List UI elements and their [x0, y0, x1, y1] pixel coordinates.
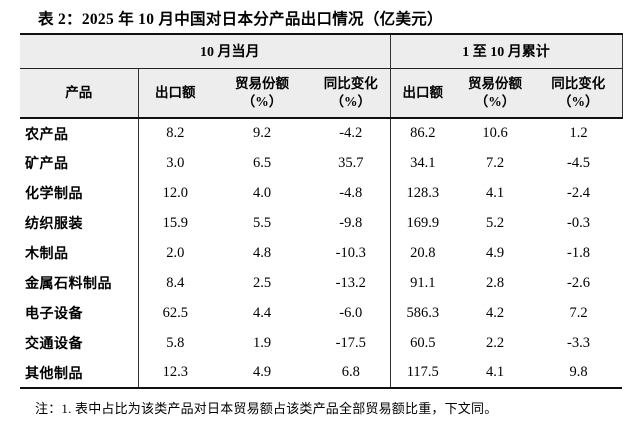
cell-month-yoy: -10.3 [312, 238, 390, 268]
column-header-row: 产品 出口额 贸易份额 （%） 同比变化 （%） 出口额 贸易份额 [20, 68, 623, 119]
table-footnote: 注：1. 表中占比为该类产品对日本贸易额占该类产品全部贸易额比重，下文同。 [35, 401, 498, 416]
cell-product: 交通设备 [20, 328, 138, 358]
cell-month-export: 2.0 [137, 238, 212, 268]
cell-cum-share: 2.8 [455, 268, 535, 298]
cell-month-yoy: -4.8 [312, 178, 390, 208]
cell-month-yoy: -13.2 [312, 268, 390, 298]
column-header-cum-share: 贸易份额 （%） [455, 68, 535, 119]
cell-month-export: 5.8 [137, 328, 212, 358]
column-header-month-export: 出口额 [137, 68, 212, 119]
cell-cum-export: 91.1 [389, 268, 455, 298]
cell-month-export: 12.3 [137, 358, 212, 389]
group-header-row: 10 月当月 1 至 10 月累计 [20, 34, 623, 69]
cell-product: 化学制品 [20, 178, 138, 208]
cell-month-yoy: -17.5 [312, 328, 390, 358]
cell-product: 矿产品 [20, 148, 138, 178]
cell-month-yoy: -4.2 [312, 118, 390, 148]
cell-month-export: 15.9 [137, 208, 212, 238]
export-data-table: 10 月当月 1 至 10 月累计 产品 出口额 贸易份额 （%） 同比变化 （… [20, 33, 623, 389]
cell-cum-yoy: 1.2 [535, 118, 622, 148]
cell-month-share: 9.2 [212, 118, 312, 148]
cell-cum-export: 86.2 [389, 118, 455, 148]
cell-cum-share: 4.2 [455, 298, 535, 328]
cell-cum-export: 60.5 [389, 328, 455, 358]
column-header-cum-export: 出口额 [389, 68, 455, 119]
group-header-cumulative: 1 至 10 月累计 [389, 34, 623, 69]
group-header-current-month: 10 月当月 [20, 34, 390, 69]
table-row: 其他制品 12.3 4.9 6.8 117.5 4.1 9.8 [20, 358, 622, 389]
cell-cum-yoy: -1.8 [535, 238, 622, 268]
cell-cum-yoy: -2.6 [535, 268, 622, 298]
cell-cum-export: 169.9 [389, 208, 455, 238]
table-row: 矿产品 3.0 6.5 35.7 34.1 7.2 -4.5 [20, 148, 622, 178]
table-row: 化学制品 12.0 4.0 -4.8 128.3 4.1 -2.4 [20, 178, 622, 208]
cell-month-share: 2.5 [212, 268, 312, 298]
cell-product: 金属石料制品 [20, 268, 138, 298]
cell-month-share: 6.5 [212, 148, 312, 178]
column-header-cum-yoy: 同比变化 （%） [535, 68, 623, 119]
cell-month-export: 8.2 [137, 118, 212, 148]
cell-cum-export: 128.3 [389, 178, 455, 208]
cell-cum-share: 5.2 [455, 208, 535, 238]
cell-cum-export: 117.5 [389, 358, 455, 389]
cell-product: 其他制品 [20, 358, 138, 389]
table-row: 农产品 8.2 9.2 -4.2 86.2 10.6 1.2 [20, 118, 622, 148]
cell-month-share: 4.8 [212, 238, 312, 268]
cell-month-share: 4.0 [212, 178, 312, 208]
cell-month-export: 3.0 [137, 148, 212, 178]
cell-cum-yoy: -4.5 [535, 148, 622, 178]
cell-cum-share: 4.1 [455, 178, 535, 208]
cell-cum-share: 2.2 [455, 328, 535, 358]
cell-cum-yoy: -0.3 [535, 208, 622, 238]
table-row: 纺织服装 15.9 5.5 -9.8 169.9 5.2 -0.3 [20, 208, 622, 238]
column-header-month-yoy: 同比变化 （%） [312, 68, 390, 119]
cell-month-yoy: -6.0 [312, 298, 390, 328]
cell-cum-share: 7.2 [455, 148, 535, 178]
cell-cum-export: 20.8 [389, 238, 455, 268]
cell-cum-yoy: 7.2 [535, 298, 622, 328]
cell-cum-share: 4.9 [455, 238, 535, 268]
table-title: 表 2：2025 年 10 月中国对日本分产品出口情况（亿美元） [38, 11, 443, 28]
cell-month-yoy: -9.8 [312, 208, 390, 238]
table-row: 交通设备 5.8 1.9 -17.5 60.5 2.2 -3.3 [20, 328, 622, 358]
cell-month-share: 4.4 [212, 298, 312, 328]
cell-month-export: 8.4 [137, 268, 212, 298]
cell-cum-yoy: 9.8 [535, 358, 622, 389]
cell-month-export: 12.0 [137, 178, 212, 208]
cell-month-share: 5.5 [212, 208, 312, 238]
cell-cum-yoy: -3.3 [535, 328, 622, 358]
cell-cum-share: 4.1 [455, 358, 535, 389]
cell-product: 木制品 [20, 238, 138, 268]
cell-product: 农产品 [20, 118, 138, 148]
column-header-product: 产品 [20, 68, 138, 119]
cell-cum-export: 586.3 [389, 298, 455, 328]
cell-month-yoy: 6.8 [312, 358, 390, 389]
cell-cum-yoy: -2.4 [535, 178, 622, 208]
table-row: 木制品 2.0 4.8 -10.3 20.8 4.9 -1.8 [20, 238, 622, 268]
cell-month-export: 62.5 [137, 298, 212, 328]
cell-month-share: 4.9 [212, 358, 312, 389]
cell-product: 电子设备 [20, 298, 138, 328]
table-row: 电子设备 62.5 4.4 -6.0 586.3 4.2 7.2 [20, 298, 622, 328]
cell-cum-share: 10.6 [455, 118, 535, 148]
cell-product: 纺织服装 [20, 208, 138, 238]
cell-month-share: 1.9 [212, 328, 312, 358]
column-header-month-share: 贸易份额 （%） [212, 68, 312, 119]
table-row: 金属石料制品 8.4 2.5 -13.2 91.1 2.8 -2.6 [20, 268, 622, 298]
cell-cum-export: 34.1 [389, 148, 455, 178]
cell-month-yoy: 35.7 [312, 148, 390, 178]
